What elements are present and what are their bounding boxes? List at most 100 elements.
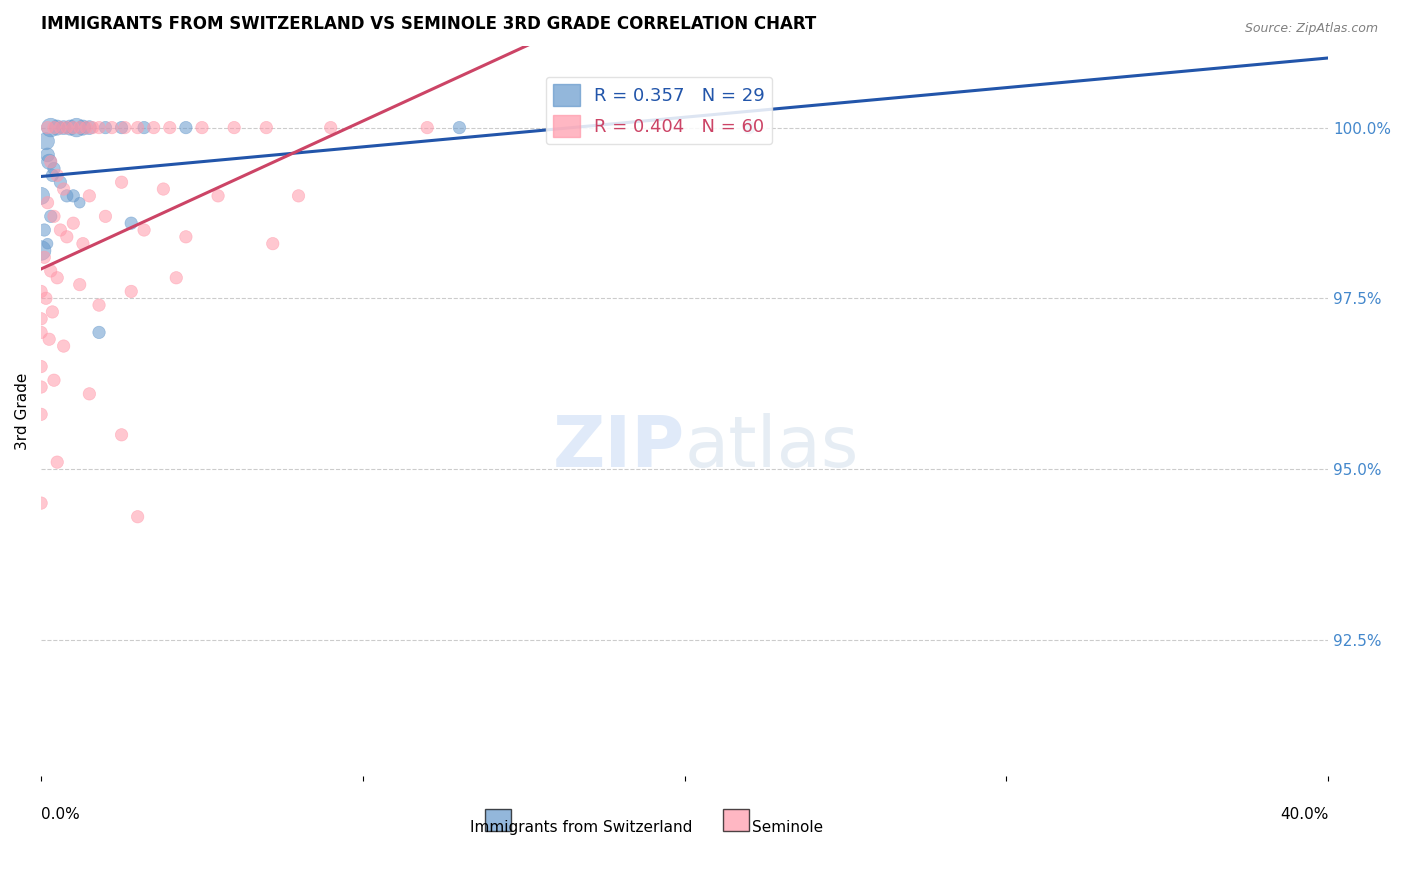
Point xyxy=(41,305,63,319)
Point xyxy=(37,148,59,162)
Point xyxy=(30,408,52,422)
Text: 0.0%: 0.0% xyxy=(41,807,80,822)
Point xyxy=(56,230,79,244)
Point xyxy=(38,154,60,169)
Point xyxy=(35,134,58,148)
Point xyxy=(49,223,72,237)
Point xyxy=(87,120,110,135)
Point xyxy=(82,120,104,135)
Point xyxy=(110,120,132,135)
Point xyxy=(56,120,79,135)
FancyBboxPatch shape xyxy=(723,809,749,831)
Point xyxy=(79,189,101,203)
Point xyxy=(30,311,52,326)
Point xyxy=(132,120,155,135)
Point xyxy=(174,230,197,244)
Point xyxy=(49,120,72,135)
Point xyxy=(224,120,246,135)
Point xyxy=(142,120,165,135)
Point xyxy=(449,120,471,135)
Point xyxy=(127,120,149,135)
Point xyxy=(39,264,62,278)
Point xyxy=(52,339,75,353)
Point xyxy=(39,120,62,135)
Point xyxy=(75,120,97,135)
Point xyxy=(34,223,56,237)
Point xyxy=(416,120,439,135)
Point xyxy=(52,120,75,135)
Point xyxy=(287,189,309,203)
Text: IMMIGRANTS FROM SWITZERLAND VS SEMINOLE 3RD GRADE CORRELATION CHART: IMMIGRANTS FROM SWITZERLAND VS SEMINOLE … xyxy=(41,15,817,33)
Point xyxy=(174,120,197,135)
Point xyxy=(79,387,101,401)
Point xyxy=(37,236,59,251)
Point xyxy=(69,120,91,135)
Point xyxy=(191,120,214,135)
Point xyxy=(30,244,52,258)
Point xyxy=(319,120,342,135)
Point xyxy=(132,223,155,237)
Legend: R = 0.357   N = 29, R = 0.404   N = 60: R = 0.357 N = 29, R = 0.404 N = 60 xyxy=(546,77,772,145)
Point xyxy=(42,210,65,224)
Point xyxy=(69,195,91,210)
Point xyxy=(42,120,65,135)
Text: Source: ZipAtlas.com: Source: ZipAtlas.com xyxy=(1244,22,1378,36)
Point xyxy=(79,120,101,135)
Point xyxy=(65,120,87,135)
Point xyxy=(262,236,284,251)
Text: ZIP: ZIP xyxy=(553,413,685,482)
Point xyxy=(152,182,174,196)
Text: atlas: atlas xyxy=(685,413,859,482)
Point xyxy=(114,120,136,135)
Point xyxy=(30,189,52,203)
Point xyxy=(30,496,52,510)
Text: Seminole: Seminole xyxy=(752,820,823,835)
Point xyxy=(87,298,110,312)
Point xyxy=(59,120,82,135)
Point xyxy=(94,120,117,135)
Point xyxy=(49,175,72,189)
Point xyxy=(30,326,52,340)
Text: Immigrants from Switzerland: Immigrants from Switzerland xyxy=(471,820,693,835)
Point xyxy=(39,154,62,169)
Point xyxy=(34,250,56,264)
Point xyxy=(37,120,59,135)
Point xyxy=(159,120,181,135)
Point xyxy=(62,216,84,230)
Point xyxy=(62,189,84,203)
Point xyxy=(207,189,229,203)
Point xyxy=(30,285,52,299)
Point xyxy=(46,169,69,183)
Point xyxy=(46,455,69,469)
Point xyxy=(35,291,58,305)
Point xyxy=(46,270,69,285)
Point xyxy=(87,326,110,340)
Point xyxy=(254,120,277,135)
Point xyxy=(41,169,63,183)
FancyBboxPatch shape xyxy=(485,809,510,831)
Point xyxy=(37,195,59,210)
Point xyxy=(46,120,69,135)
Y-axis label: 3rd Grade: 3rd Grade xyxy=(15,372,30,450)
Point xyxy=(94,210,117,224)
Point xyxy=(42,373,65,387)
Point xyxy=(39,210,62,224)
Point xyxy=(738,120,761,135)
Point xyxy=(69,277,91,292)
Point xyxy=(120,216,142,230)
Point xyxy=(127,509,149,524)
Text: 40.0%: 40.0% xyxy=(1279,807,1329,822)
Point xyxy=(165,270,187,285)
Point xyxy=(56,189,79,203)
Point xyxy=(42,161,65,176)
Point xyxy=(62,120,84,135)
Point xyxy=(52,182,75,196)
Point xyxy=(38,332,60,346)
Point xyxy=(72,120,94,135)
Point xyxy=(120,285,142,299)
Point xyxy=(30,359,52,374)
Point xyxy=(110,175,132,189)
Point xyxy=(110,427,132,442)
Point xyxy=(30,380,52,394)
Point xyxy=(101,120,124,135)
